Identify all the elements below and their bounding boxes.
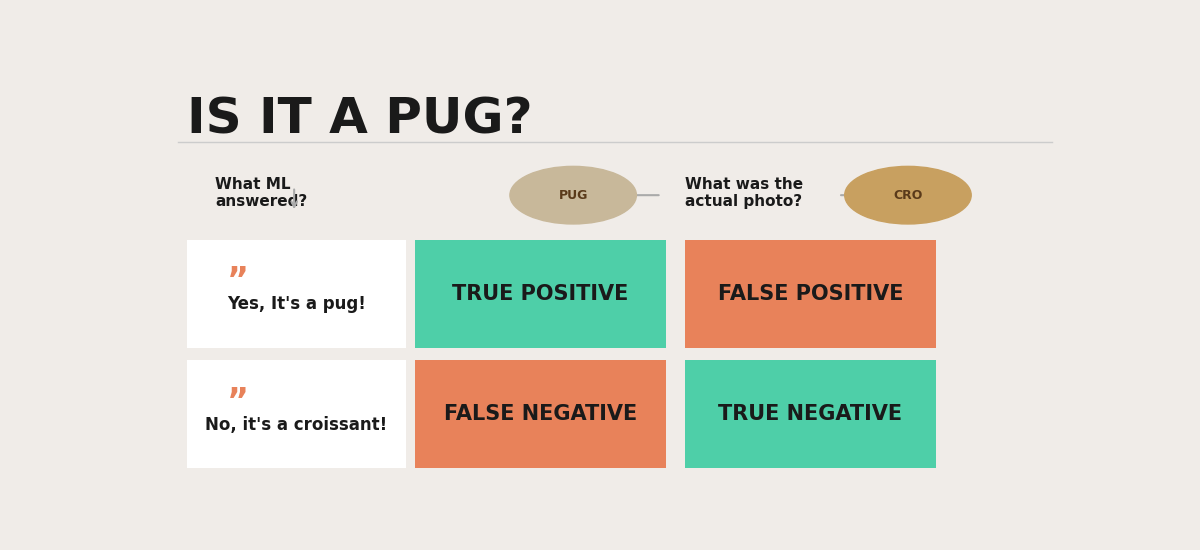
FancyBboxPatch shape	[685, 240, 936, 348]
Text: ”: ”	[227, 265, 248, 298]
Text: No, it's a croissant!: No, it's a croissant!	[205, 416, 388, 434]
Text: PUG: PUG	[558, 189, 588, 202]
FancyBboxPatch shape	[415, 240, 666, 348]
Text: IS IT A PUG?: IS IT A PUG?	[187, 96, 533, 144]
Text: FALSE NEGATIVE: FALSE NEGATIVE	[444, 404, 637, 425]
FancyBboxPatch shape	[685, 360, 936, 468]
Text: TRUE NEGATIVE: TRUE NEGATIVE	[719, 404, 902, 425]
FancyBboxPatch shape	[187, 240, 406, 348]
Text: CRO: CRO	[893, 189, 923, 202]
Circle shape	[845, 166, 971, 224]
FancyBboxPatch shape	[415, 360, 666, 468]
FancyBboxPatch shape	[187, 360, 406, 468]
Text: What ML
answered?: What ML answered?	[215, 177, 307, 209]
Text: Yes, It's a pug!: Yes, It's a pug!	[227, 295, 366, 313]
Circle shape	[510, 166, 636, 224]
Text: What was the
actual photo?: What was the actual photo?	[685, 177, 803, 209]
Text: ”: ”	[227, 386, 248, 419]
Text: TRUE POSITIVE: TRUE POSITIVE	[452, 284, 629, 304]
Text: FALSE POSITIVE: FALSE POSITIVE	[718, 284, 904, 304]
